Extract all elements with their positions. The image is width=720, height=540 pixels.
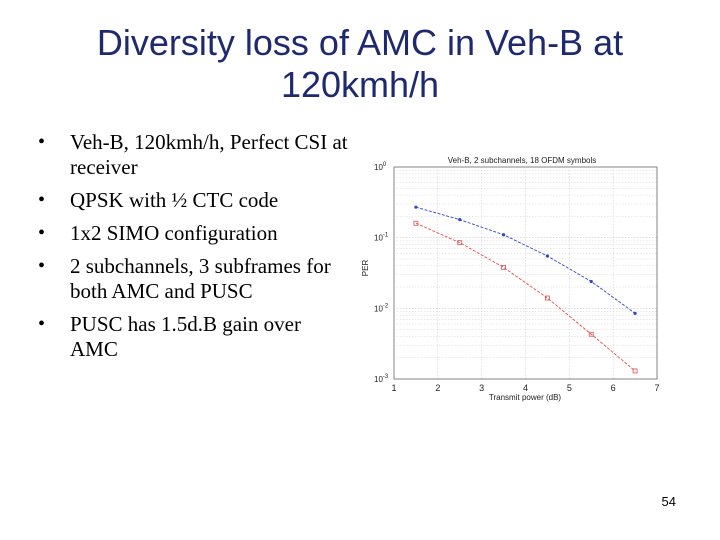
series-2-point [632,368,638,374]
slide-title-line-2: 120kmh/h [280,64,440,105]
chart-title: Veh-B, 2 subchannels, 18 OFDM symbols [448,156,597,165]
series-2-point [457,240,463,246]
series-2-point [501,264,506,270]
per-chart: Veh-B, 2 subchannels, 18 OFDM symbols Tr… [352,150,682,410]
series-1-point [633,311,637,315]
y-tick-label: 10-2 [374,303,389,313]
x-tick-label: 3 [479,383,484,393]
chart-x-axis-label: Transmit power (dB) [489,393,562,402]
series-line-2 [415,222,636,372]
per-chart-svg: Veh-B, 2 subchannels, 18 OFDM symbols Tr… [361,156,660,402]
series-2-point [413,220,419,226]
bullet-item-gain: PUSC has 1.5d.B gain over AMC [38,312,348,362]
x-tick-label: 2 [435,383,440,393]
bullet-item-channel: Veh-B, 120kmh/h, Perfect CSI at receiver [38,130,348,180]
y-tick-label: 100 [374,162,387,172]
y-tick-label: 10-1 [374,233,389,243]
x-tick-label: 5 [567,383,572,393]
chart-y-axis-label: PER [361,260,370,277]
bullet-item-antenna-config: 1x2 SIMO configuration [38,221,348,246]
x-tick-label: 1 [391,383,396,393]
series-1-point [589,279,593,284]
y-tick-label: 10-3 [374,374,389,384]
slide-title-line-1: Diversity loss of AMC in Veh-B at [96,22,624,63]
series-1-point [458,218,462,222]
bullet-list: Veh-B, 120kmh/h, Perfect CSI at receiver… [38,130,348,370]
series-2-point [588,331,594,337]
series-line-1 [415,206,636,314]
x-tick-label: 6 [611,383,616,393]
bullet-item-subchannels: 2 subchannels, 3 subframes for both AMC … [38,254,348,304]
series-2-point [545,295,550,301]
x-tick-label: 7 [654,383,659,393]
x-tick-label: 4 [523,383,528,393]
series-1-point [545,254,550,258]
series-1-point [414,205,418,209]
bullet-item-modulation: QPSK with ½ CTC code [38,188,348,213]
slide-title: Diversity loss of AMC in Veh-B at 120kmh… [0,22,720,106]
series-1-point [501,233,506,237]
page-number: 54 [661,494,676,509]
